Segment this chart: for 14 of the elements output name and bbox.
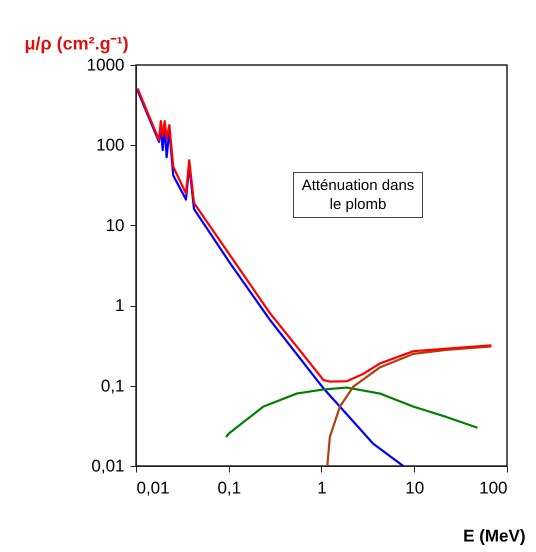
y-tick-label: 0,1 — [100, 376, 124, 396]
y-tick-label: 0,01 — [91, 456, 124, 476]
annotation: Atténuation dans le plomb — [300, 176, 416, 214]
x-tick-label: 10 — [405, 478, 424, 498]
y-axis-title: μ/ρ (cm².g⁻¹) — [24, 34, 129, 54]
y-tick-label: 10 — [106, 216, 124, 235]
y-tick-label: 100 — [96, 136, 124, 155]
y-tick-label: 1000 — [86, 56, 124, 74]
x-tick-label: 1 — [317, 478, 327, 498]
x-tick-label: 100 — [479, 478, 508, 498]
x-tick-label: 0,01 — [136, 478, 170, 498]
y-tick-label: 1 — [115, 296, 124, 316]
x-tick-label: 0,1 — [217, 478, 242, 498]
x-axis-title: E (MeV) — [463, 526, 526, 546]
